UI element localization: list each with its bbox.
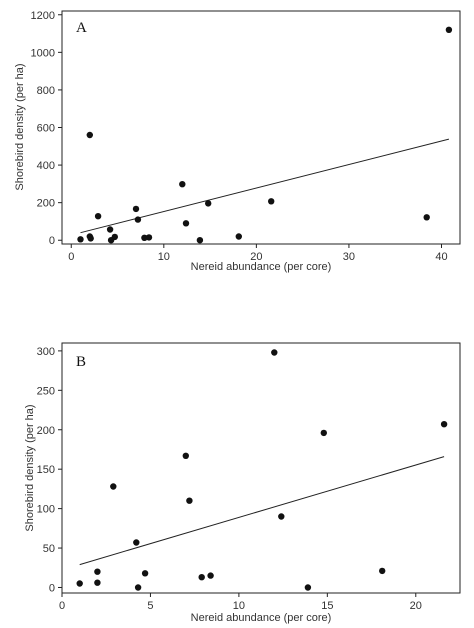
data-point-b-10	[207, 572, 214, 579]
trend-line-a	[80, 138, 450, 234]
x-tick-label-b-4: 20	[410, 600, 422, 612]
data-point-a-10	[141, 234, 148, 241]
data-point-a-1	[86, 131, 94, 139]
data-point-a-8	[132, 205, 140, 213]
data-point-a-15	[205, 200, 212, 207]
data-points-a	[77, 26, 453, 244]
data-point-b-1	[94, 568, 101, 575]
y-tick-label-a-3: 600	[37, 123, 55, 135]
x-tick-label-a-2: 20	[250, 251, 262, 263]
data-point-a-12	[179, 181, 186, 188]
y-tick-label-b-6: 300	[37, 346, 55, 358]
trend-line-b	[79, 456, 445, 566]
data-point-b-3	[110, 483, 117, 490]
y-tick-label-a-4: 800	[37, 85, 55, 97]
x-tick-label-b-3: 15	[321, 600, 333, 612]
y-axis-label-b: Shorebird density (per ha)	[24, 404, 36, 531]
chart-panel-b: B Nereid abundance (per core) Shorebird …	[24, 342, 461, 624]
y-tick-label-a-0: 0	[49, 235, 55, 247]
x-tick-label-a-3: 30	[343, 251, 355, 263]
x-tick-label-b-0: 0	[59, 600, 65, 612]
data-point-b-9	[198, 574, 205, 581]
data-point-b-16	[440, 421, 448, 428]
y-tick-label-a-2: 400	[37, 160, 55, 172]
data-point-b-5	[134, 584, 142, 591]
data-point-a-7	[111, 233, 119, 241]
data-point-a-0	[77, 236, 84, 243]
data-point-b-6	[141, 570, 149, 577]
x-tick-label-a-0: 0	[68, 251, 74, 263]
x-axis-label-b: Nereid abundance (per core)	[191, 612, 332, 624]
x-tick-label-b-2: 10	[233, 600, 245, 612]
plot-frame-b	[61, 342, 461, 594]
y-tick-label-b-2: 100	[37, 504, 55, 516]
data-point-a-5	[106, 226, 114, 233]
x-axis-label-a: Nereid abundance (per core)	[191, 261, 332, 273]
chart-panel-a: A Nereid abundance (per core) Shorebird …	[14, 10, 461, 273]
plot-frame-a	[61, 10, 461, 245]
y-tick-label-a-6: 1200	[31, 10, 55, 22]
y-tick-label-a-1: 200	[37, 198, 55, 210]
panel-label-a: A	[76, 20, 87, 36]
data-point-b-12	[278, 513, 285, 520]
x-tick-label-b-1: 5	[147, 600, 153, 612]
panel-label-b: B	[76, 354, 86, 370]
data-point-b-2	[94, 579, 101, 586]
data-point-a-9	[134, 216, 142, 223]
data-point-a-17	[268, 198, 275, 205]
data-point-b-13	[304, 584, 312, 591]
data-point-a-3	[87, 235, 94, 242]
data-point-a-13	[182, 220, 190, 227]
x-tick-label-a-1: 10	[158, 251, 170, 263]
data-point-a-14	[196, 237, 204, 244]
data-point-b-14	[320, 429, 327, 437]
data-points-b	[76, 349, 448, 591]
data-point-b-11	[271, 349, 278, 356]
data-point-b-15	[379, 567, 386, 575]
y-axis-label-a: Shorebird density (per ha)	[14, 63, 26, 190]
data-point-a-4	[94, 213, 102, 220]
y-tick-label-b-3: 150	[37, 464, 55, 476]
data-point-b-0	[76, 580, 83, 587]
y-tick-label-b-4: 200	[37, 425, 55, 437]
data-point-a-18	[423, 214, 430, 221]
data-point-a-16	[235, 233, 242, 240]
x-tick-label-a-4: 40	[435, 251, 447, 263]
y-tick-label-b-1: 50	[43, 543, 55, 555]
data-point-b-4	[133, 539, 140, 546]
data-point-a-19	[445, 26, 453, 33]
data-point-b-7	[182, 452, 189, 459]
y-tick-label-b-0: 0	[49, 582, 55, 594]
data-point-a-11	[145, 234, 153, 241]
y-tick-label-b-5: 250	[37, 385, 55, 397]
y-tick-label-a-5: 1000	[31, 47, 55, 59]
data-point-b-8	[186, 497, 193, 504]
